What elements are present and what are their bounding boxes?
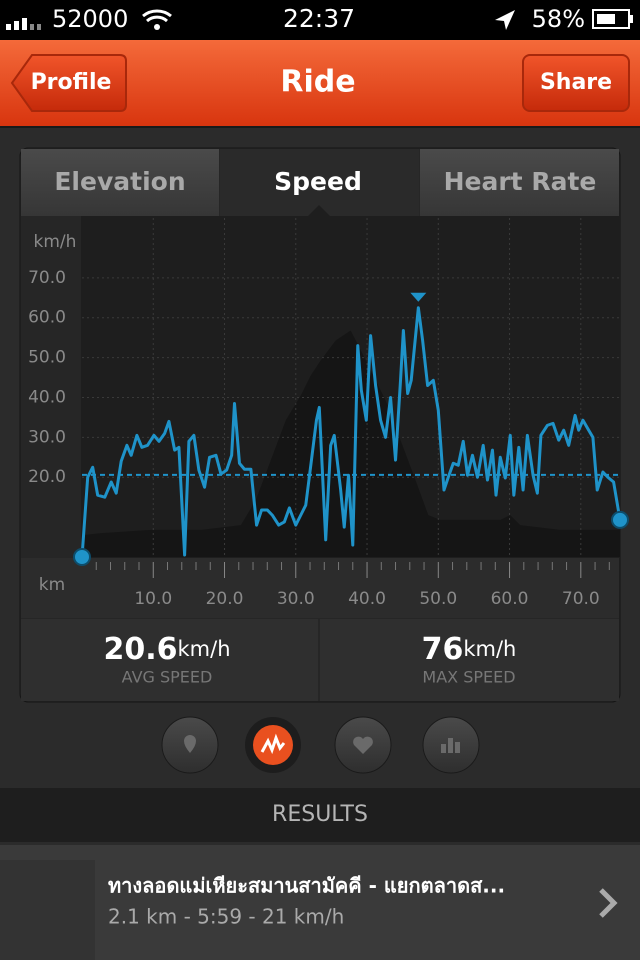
plot: 20.0 30.0 40.0 50.0 60.0 70.0 10.0 20.0 30.0 40.0… [28, 218, 629, 609]
pin-icon [184, 735, 196, 753]
chevron[interactable] [599, 888, 618, 918]
endpoint-marker [73, 548, 91, 566]
stat-label: MAX SPEED [422, 668, 515, 687]
results-title: RESULTS [272, 802, 368, 827]
signal-icon [6, 18, 41, 30]
x-tick-label: 60.0 [491, 589, 529, 609]
y-tick-label: 20.0 [28, 467, 66, 487]
share-label[interactable]: Share [540, 70, 612, 95]
wifi-dot [154, 24, 160, 30]
battery-tip [630, 15, 633, 23]
y-tick-label: 30.0 [28, 427, 66, 447]
result-row[interactable] [0, 845, 640, 960]
result-detail: 2.1 km - 5:59 - 21 km/h [108, 905, 344, 929]
y-tick-label: 40.0 [28, 387, 66, 407]
chart-icon [260, 733, 286, 755]
x-tick-label: 70.0 [562, 589, 600, 609]
x-axis-strip [21, 558, 619, 618]
tab-label[interactable]: Speed [274, 167, 362, 196]
stat-unit: km/h [463, 637, 516, 661]
stat-box [320, 619, 619, 701]
stat-unit: km/h [178, 637, 231, 661]
tab-label[interactable]: Elevation [54, 167, 185, 196]
status-bar [0, 0, 640, 40]
max-marker [410, 292, 427, 302]
stat-value: 76km/h [422, 632, 517, 667]
location-icon [495, 10, 515, 30]
clock: 22:37 [283, 4, 355, 33]
x-tick-label: 40.0 [348, 589, 386, 609]
stat-number: 76 [422, 632, 464, 667]
carrier: 52000 [52, 5, 128, 33]
elevation-area [82, 330, 620, 557]
nav-shadow [0, 126, 640, 128]
share-button[interactable] [522, 54, 630, 112]
x-tick-label: 30.0 [277, 589, 315, 609]
x-axis-unit: km [39, 575, 65, 595]
tab-selected[interactable] [220, 149, 419, 216]
y-axis-unit: km/h [34, 232, 77, 252]
result-thumb [0, 860, 95, 960]
result-name[interactable]: ทางลอดแม่เหียะสมานสามัคคี - แยกตลาดส... [108, 874, 505, 898]
heart-icon [353, 736, 373, 754]
back-button[interactable] [10, 54, 127, 112]
tab[interactable] [21, 149, 219, 216]
y-axis-strip [21, 216, 81, 558]
stat-box [21, 619, 318, 701]
stat-number: 20.6 [103, 632, 177, 667]
results-header [0, 788, 640, 842]
battery-text: 58% [532, 5, 585, 33]
stat-label: AVG SPEED [122, 668, 213, 687]
x-tick-label: 10.0 [134, 589, 172, 609]
battery-level [597, 14, 615, 24]
tab-label[interactable]: Heart Rate [444, 167, 597, 196]
tab-pointer [308, 205, 330, 216]
y-tick-label: 60.0 [28, 308, 66, 328]
bars-icon [441, 738, 460, 753]
wifi-icon [142, 9, 172, 23]
back-label[interactable]: Profile [31, 70, 112, 95]
x-tick-label: 50.0 [419, 589, 457, 609]
stat-value: 20.6km/h [103, 632, 230, 667]
y-tick-label: 50.0 [28, 348, 66, 368]
x-tick-label: 20.0 [206, 589, 244, 609]
nav-title: Ride [280, 65, 355, 100]
y-tick-label: 70.0 [28, 268, 66, 288]
tab[interactable] [420, 149, 619, 216]
endpoint-marker [611, 510, 629, 529]
battery-icon [592, 9, 630, 29]
speed-line [80, 306, 622, 558]
